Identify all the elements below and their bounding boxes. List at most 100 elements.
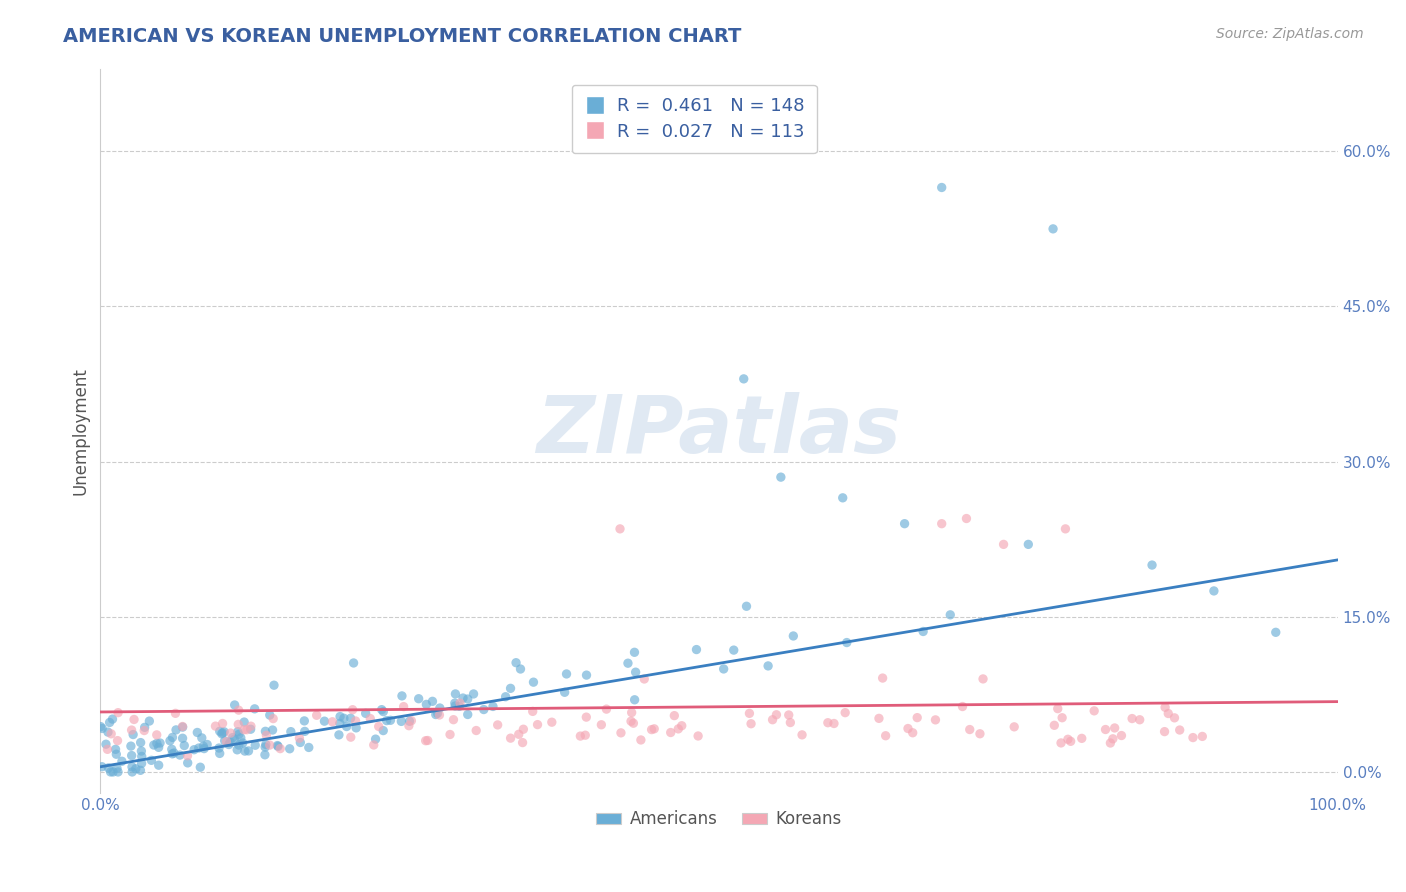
Point: [575, 668, 598, 682]
Point: [868, 711, 890, 725]
Point: [1046, 701, 1069, 715]
Point: [122, 713, 145, 727]
Point: [236, 723, 259, 737]
Point: [339, 711, 361, 725]
Point: [333, 711, 356, 725]
Point: [342, 656, 364, 670]
Point: [100, 764, 122, 779]
Point: [253, 747, 276, 762]
Point: [1157, 706, 1180, 721]
Point: [740, 716, 762, 731]
Y-axis label: Unemployment: Unemployment: [72, 367, 89, 494]
Point: [163, 746, 186, 760]
Point: [94, 737, 117, 751]
Point: [142, 738, 165, 752]
Point: [121, 723, 143, 737]
Point: [875, 729, 897, 743]
Point: [509, 662, 531, 676]
Point: [765, 707, 787, 722]
Point: [233, 744, 256, 758]
Point: [278, 741, 301, 756]
Point: [499, 681, 522, 696]
Point: [1057, 732, 1080, 747]
Point: [101, 764, 124, 779]
Point: [370, 703, 392, 717]
Point: [416, 733, 439, 747]
Point: [105, 761, 128, 775]
Point: [620, 706, 643, 720]
Point: [226, 717, 249, 731]
Text: AMERICAN VS KOREAN UNEMPLOYMENT CORRELATION CHART: AMERICAN VS KOREAN UNEMPLOYMENT CORRELAT…: [63, 27, 741, 45]
Point: [263, 678, 285, 692]
Point: [186, 725, 208, 739]
Point: [893, 516, 915, 531]
Point: [495, 690, 517, 704]
Point: [897, 722, 920, 736]
Point: [172, 720, 194, 734]
Point: [623, 693, 645, 707]
Point: [267, 739, 290, 754]
Point: [439, 727, 461, 741]
Point: [831, 491, 853, 505]
Point: [408, 691, 430, 706]
Point: [129, 764, 152, 778]
Point: [624, 665, 647, 680]
Point: [122, 727, 145, 741]
Point: [364, 732, 387, 747]
Point: [512, 723, 534, 737]
Point: [90, 720, 112, 734]
Point: [451, 691, 474, 706]
Point: [522, 675, 544, 690]
Point: [96, 742, 118, 756]
Point: [575, 710, 598, 724]
Point: [354, 706, 377, 721]
Text: ZIPatlas: ZIPatlas: [537, 392, 901, 469]
Text: Source: ZipAtlas.com: Source: ZipAtlas.com: [1216, 27, 1364, 41]
Point: [444, 687, 467, 701]
Point: [640, 723, 662, 737]
Point: [761, 713, 783, 727]
Point: [952, 699, 974, 714]
Point: [1094, 723, 1116, 737]
Point: [623, 716, 645, 731]
Point: [959, 723, 981, 737]
Point: [288, 731, 311, 746]
Point: [398, 719, 420, 733]
Point: [228, 727, 250, 741]
Point: [266, 739, 288, 753]
Point: [569, 729, 592, 743]
Point: [280, 724, 302, 739]
Point: [148, 740, 170, 755]
Point: [834, 706, 856, 720]
Point: [259, 738, 281, 752]
Point: [229, 731, 252, 745]
Point: [98, 715, 121, 730]
Point: [401, 714, 423, 728]
Point: [664, 708, 686, 723]
Point: [259, 708, 281, 723]
Point: [134, 720, 156, 734]
Point: [610, 726, 633, 740]
Point: [790, 728, 813, 742]
Point: [339, 730, 361, 744]
Point: [262, 723, 284, 737]
Point: [208, 724, 231, 739]
Point: [1070, 731, 1092, 746]
Point: [671, 719, 693, 733]
Point: [1129, 713, 1152, 727]
Point: [211, 727, 233, 741]
Point: [131, 756, 153, 771]
Point: [134, 723, 156, 738]
Point: [939, 607, 962, 622]
Point: [254, 728, 277, 742]
Point: [208, 741, 231, 756]
Point: [228, 703, 250, 717]
Point: [165, 706, 187, 721]
Point: [314, 714, 336, 728]
Point: [1264, 625, 1286, 640]
Point: [769, 470, 792, 484]
Point: [463, 687, 485, 701]
Point: [232, 736, 254, 750]
Point: [905, 711, 928, 725]
Point: [344, 714, 367, 728]
